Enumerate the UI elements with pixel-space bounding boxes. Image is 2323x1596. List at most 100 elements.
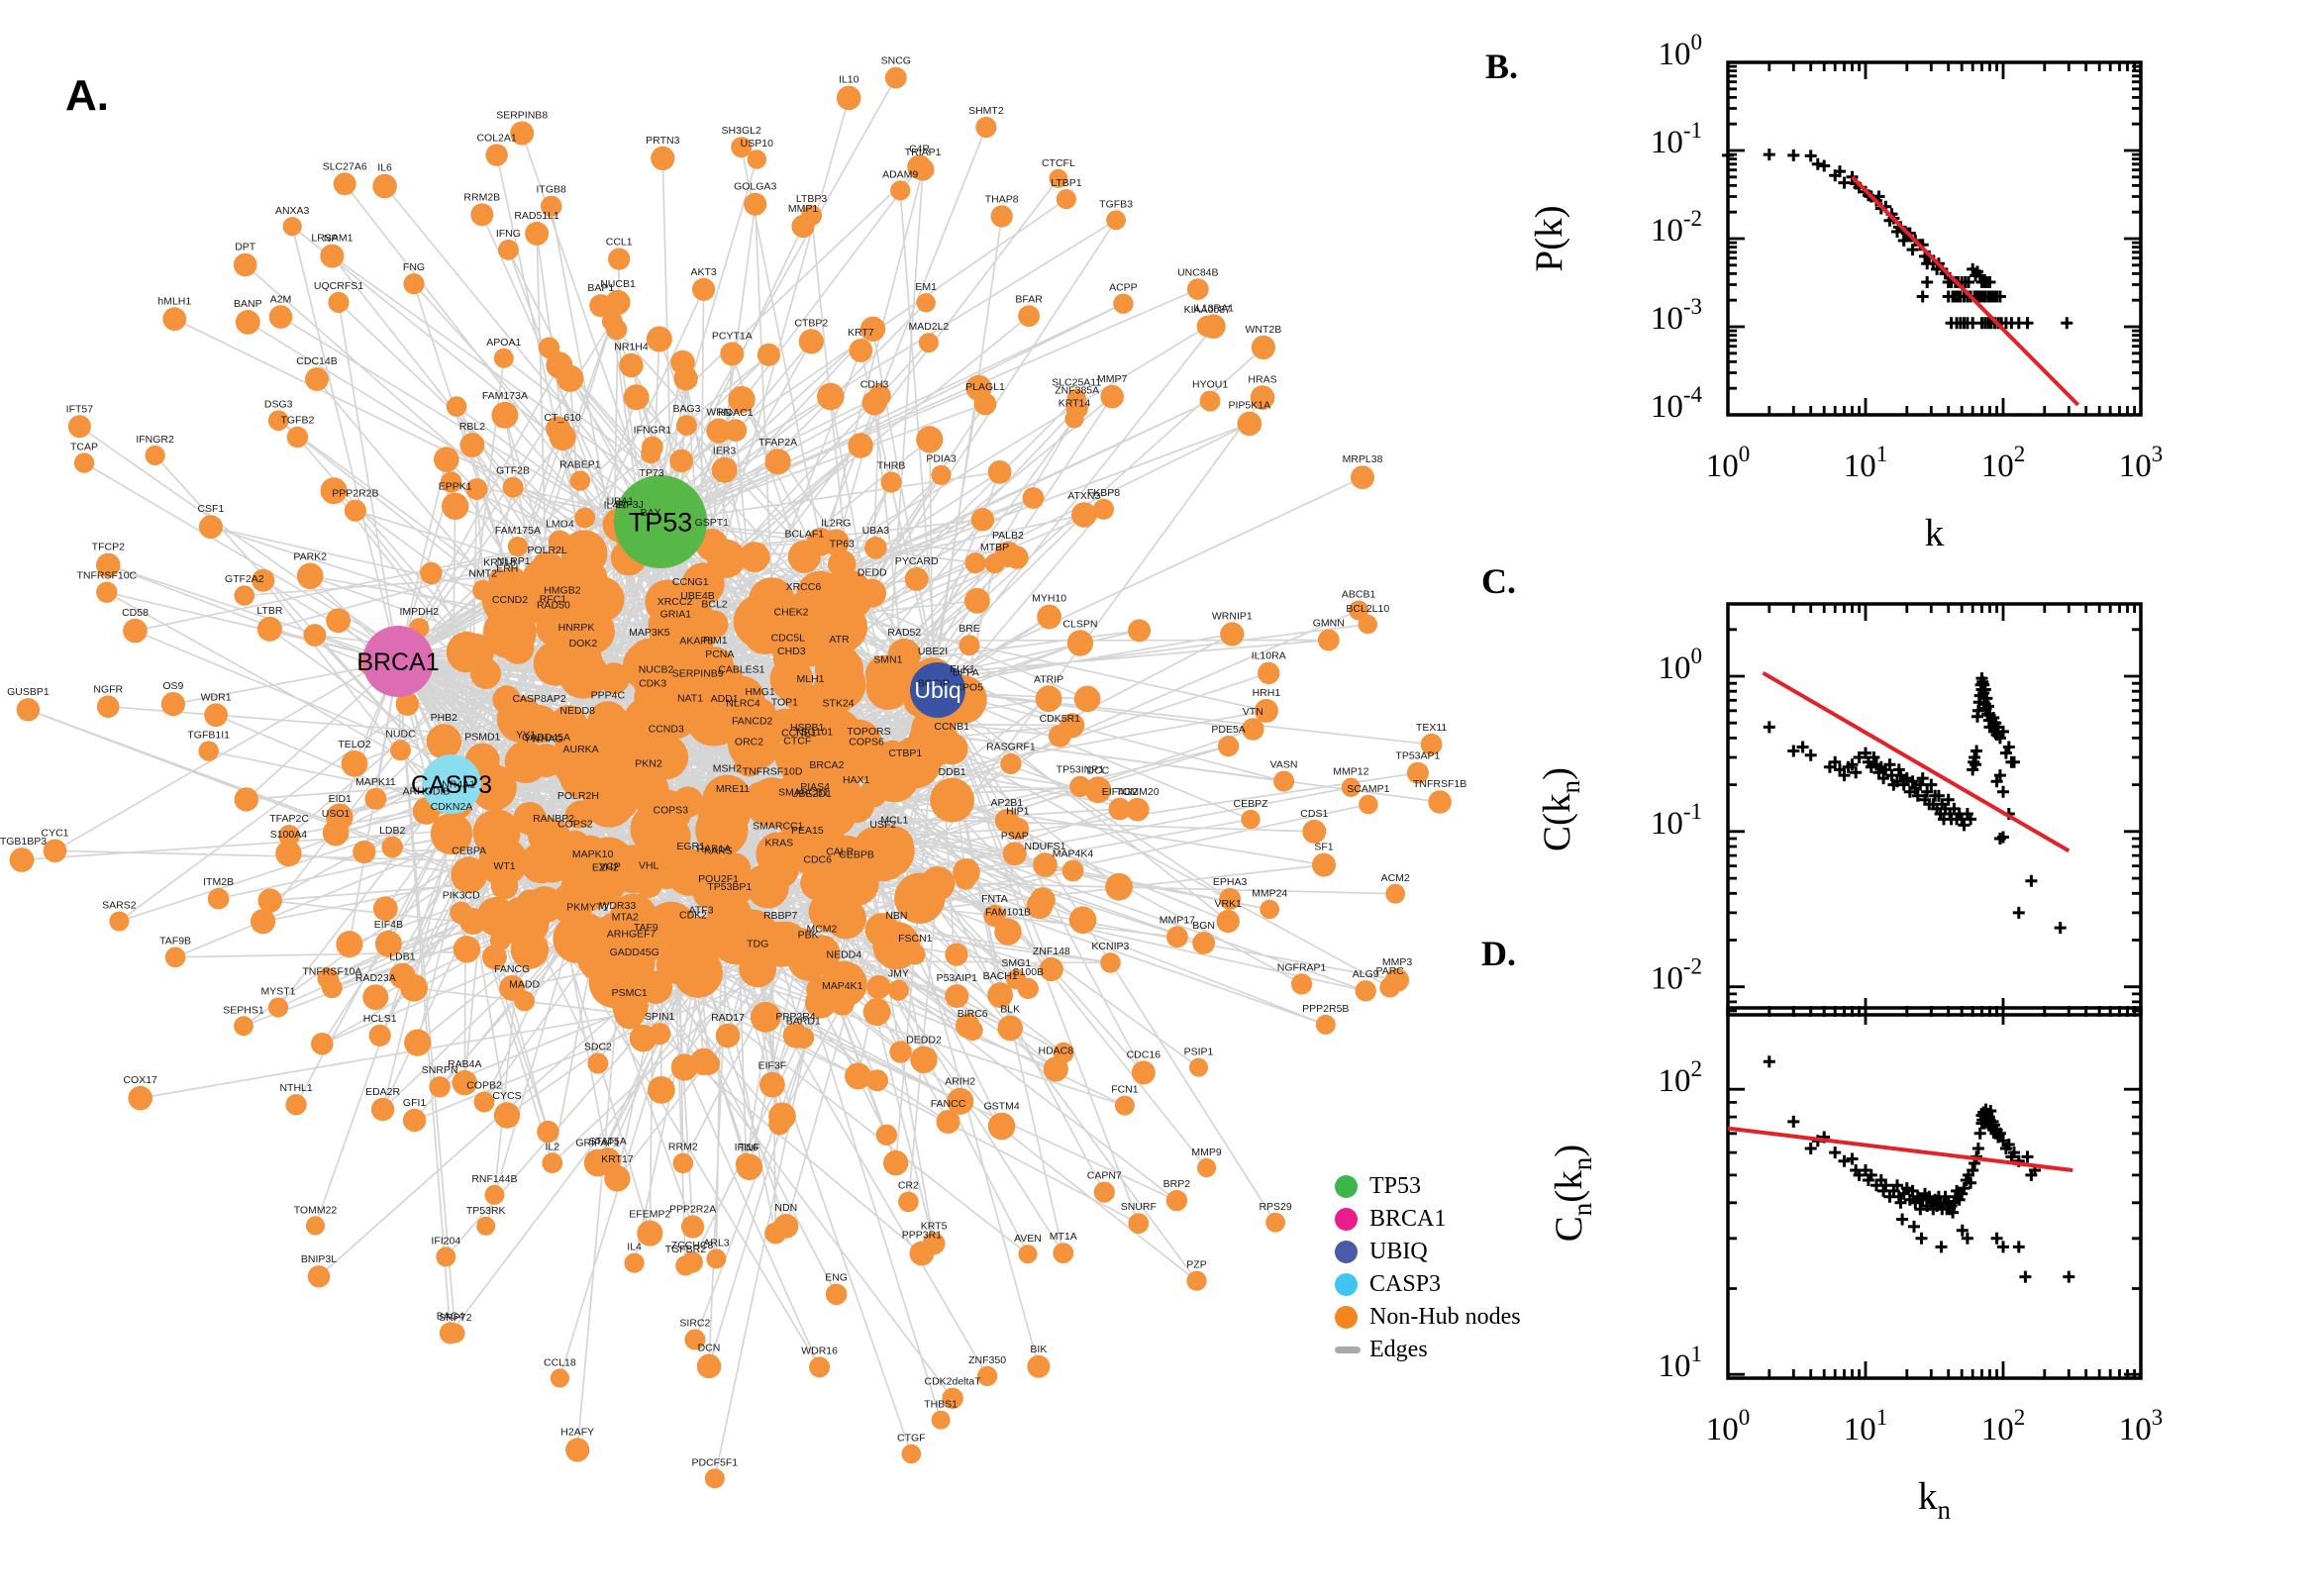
- gene-label: BRP2: [1163, 1178, 1191, 1190]
- non-hub-node: [887, 979, 909, 1001]
- gene-label: SPIN1: [645, 1011, 675, 1023]
- gene-label: ITGB8: [537, 184, 567, 196]
- gene-label: MRE11: [716, 783, 750, 795]
- gene-label: FAM101B: [985, 906, 1031, 918]
- gene-label: LTBP3: [796, 193, 827, 205]
- panel-a-letter: A.: [65, 71, 109, 120]
- gene-label: MSH2: [713, 763, 742, 775]
- gene-label: MCL1: [880, 815, 908, 827]
- hub-node-ubiq: [910, 662, 965, 718]
- non-hub-node: [557, 649, 606, 698]
- gene-label: IFNGR2: [136, 434, 174, 446]
- non-hub-node: [311, 1033, 334, 1055]
- gene-label: XRCC6: [786, 581, 822, 593]
- gene-label: FAM173A: [482, 390, 528, 402]
- gene-label: FNTA: [981, 893, 1008, 905]
- gene-label: CTGF: [897, 1433, 926, 1445]
- non-hub-node: [908, 716, 959, 767]
- gene-label: HAX1: [843, 774, 870, 786]
- gene-label: GTF2B: [496, 465, 530, 477]
- non-hub-node: [400, 973, 428, 1002]
- non-hub-node: [1049, 168, 1068, 188]
- non-hub-node: [931, 1410, 951, 1430]
- gene-label: ARL3: [703, 1237, 729, 1248]
- gene-label: VTN: [1243, 706, 1263, 718]
- non-hub-node: [326, 803, 354, 831]
- gene-label: IL10RA: [1252, 650, 1286, 662]
- gene-label: VRK1: [1214, 898, 1242, 910]
- gene-label: PLAGL1: [965, 381, 1005, 393]
- gene-label: PDE5A: [1211, 724, 1245, 736]
- non-hub-node: [546, 416, 571, 442]
- non-hub-node: [1406, 761, 1429, 784]
- gene-label: EIF4B: [374, 919, 403, 931]
- non-hub-node: [639, 970, 673, 1004]
- gene-label: PIP5K1A: [1228, 400, 1270, 412]
- gene-label: AKT3: [690, 266, 716, 278]
- gene-label: SDC2: [584, 1041, 612, 1052]
- non-hub-node: [501, 631, 535, 664]
- non-hub-node: [537, 1120, 559, 1144]
- non-hub-node: [395, 692, 420, 716]
- gene-label: GSPT1: [695, 517, 730, 529]
- gene-label: TEX11: [1416, 722, 1447, 734]
- non-hub-node: [504, 741, 548, 784]
- gene-label: BARD1: [786, 1015, 821, 1027]
- non-hub-node: [204, 703, 229, 728]
- gene-label: TP53RK: [466, 1205, 506, 1217]
- gene-label: RAB1A: [697, 844, 731, 855]
- non-hub-node: [836, 85, 861, 111]
- gene-label: NGFR: [93, 683, 123, 695]
- non-hub-node: [430, 812, 473, 855]
- non-hub-node: [452, 1069, 477, 1096]
- gene-label: CD58: [122, 607, 149, 619]
- non-hub-node: [1192, 932, 1215, 954]
- non-hub-node: [1241, 809, 1261, 830]
- gene-label: RRM2B: [463, 191, 500, 203]
- non-hub-node: [1068, 906, 1097, 934]
- gene-label: MMP9: [1191, 1147, 1221, 1158]
- non-hub-node: [1053, 1042, 1074, 1063]
- gene-label: ANXA3: [275, 205, 310, 217]
- gene-label: PDIA3: [926, 453, 957, 465]
- non-hub-node: [344, 499, 366, 522]
- non-hub-node: [485, 144, 508, 166]
- non-hub-node: [624, 1252, 645, 1273]
- gene-label: NLRC4: [726, 697, 760, 709]
- gene-label: CDC14B: [296, 355, 337, 367]
- gene-label: C4R: [909, 143, 930, 154]
- non-hub-node: [849, 339, 873, 362]
- non-hub-node: [538, 337, 560, 358]
- non-hub-node: [1022, 487, 1045, 509]
- non-hub-node: [1093, 1181, 1115, 1203]
- fit-line: [1762, 670, 2070, 853]
- gene-label: HMG1: [745, 686, 774, 698]
- non-hub-node: [956, 1013, 980, 1039]
- non-hub-node: [403, 273, 425, 295]
- non-hub-node: [959, 635, 980, 656]
- non-hub-node: [1000, 752, 1022, 775]
- non-hub-node: [364, 787, 387, 810]
- non-hub-node: [619, 709, 658, 748]
- non-hub-node: [109, 911, 130, 932]
- gene-label: UBA3: [862, 525, 890, 537]
- non-hub-node: [434, 447, 459, 472]
- gene-label: IL2: [545, 1141, 559, 1152]
- non-hub-node: [587, 1052, 609, 1074]
- gene-label: IFNGR1: [634, 425, 672, 437]
- gene-label: COPS2: [557, 819, 593, 831]
- node-swatch-icon: [1335, 1273, 1358, 1296]
- gene-label: RANBP2: [533, 813, 574, 825]
- gene-label: CTBP2: [794, 317, 828, 329]
- gene-label: POLR2H: [557, 790, 599, 802]
- non-hub-node: [474, 770, 514, 810]
- non-hub-node: [706, 418, 732, 444]
- gene-label: WRNIP1: [1212, 610, 1253, 622]
- gene-label: TP73: [640, 467, 664, 479]
- legend-label: UBIQ: [1369, 1239, 1428, 1264]
- non-hub-node: [234, 787, 258, 812]
- gene-label: EM1: [915, 281, 937, 293]
- non-hub-node: [493, 1102, 521, 1129]
- gene-label: BRCA2: [809, 759, 844, 771]
- gene-label: HRAS: [1248, 373, 1276, 385]
